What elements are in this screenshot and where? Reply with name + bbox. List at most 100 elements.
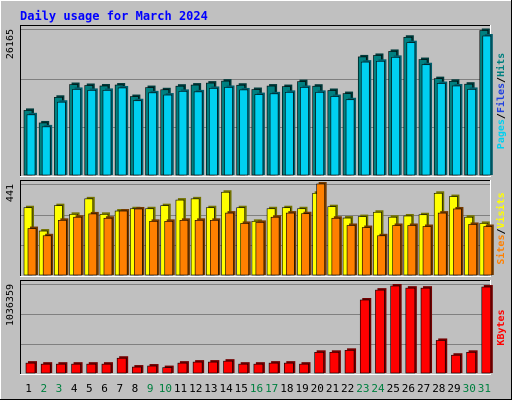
bar-kbytes-day-25 — [390, 285, 400, 374]
x-tick-label: 28 — [432, 382, 445, 395]
y-max-label: 441 — [5, 184, 16, 202]
x-tick-label: 14 — [219, 382, 233, 395]
legend: Pages/Files/Hits — [495, 53, 507, 149]
bar-kbytes-day-4 — [71, 363, 81, 374]
legend-separator: / — [496, 113, 507, 119]
bar-sites-day-25 — [392, 225, 401, 276]
bar-pages-day-3 — [57, 101, 66, 176]
bar-sites-day-24 — [377, 235, 386, 276]
series-kbytes — [25, 284, 493, 374]
bar-pages-day-5 — [87, 90, 97, 176]
bar-pages-day-26 — [406, 42, 416, 176]
bar-sites-day-8 — [134, 208, 143, 276]
bar-pages-day-6 — [102, 90, 112, 176]
bar-sites-day-23 — [361, 227, 371, 276]
plot-area — [20, 280, 491, 375]
legend-files: Files — [495, 83, 507, 113]
bar-kbytes-day-27 — [420, 287, 431, 374]
legend-visits: Visits — [495, 192, 507, 228]
bar-sites-day-26 — [407, 225, 417, 276]
legend: Sites/Visits — [495, 192, 507, 264]
series-sites — [27, 182, 494, 276]
bar-sites-day-13 — [210, 220, 219, 276]
bar-kbytes-day-17 — [268, 362, 279, 374]
bar-sites-day-20 — [316, 183, 325, 276]
x-tick-label: 3 — [56, 382, 63, 395]
bar-kbytes-day-20 — [314, 352, 324, 374]
bar-pages-day-10 — [163, 94, 173, 176]
bar-sites-day-30 — [468, 224, 477, 276]
x-tick-label: 21 — [326, 382, 339, 395]
x-tick-label: 1 — [25, 382, 32, 395]
bar-sites-day-2 — [42, 235, 52, 276]
legend-text: Sites/Visits — [495, 192, 507, 264]
bar-pages-day-15 — [239, 89, 249, 176]
bar-pages-day-29 — [452, 85, 461, 176]
bar-sites-day-6 — [103, 217, 113, 276]
x-tick-label: 26 — [402, 382, 415, 395]
bar-pages-day-18 — [284, 92, 294, 176]
bar-sites-day-5 — [88, 213, 98, 276]
x-tick-label: 25 — [387, 382, 400, 395]
bar-sites-day-10 — [164, 221, 174, 276]
bar-sites-day-27 — [422, 226, 432, 276]
bar-sites-day-18 — [285, 212, 295, 276]
y-max-label: 26165 — [5, 29, 16, 59]
legend-text: Pages/Files/Hits — [495, 53, 507, 149]
x-tick-label: 4 — [71, 382, 78, 395]
bar-kbytes-day-26 — [405, 287, 416, 374]
y-max-label: 1036359 — [5, 284, 16, 326]
chart-title: Daily usage for March 2024 — [20, 9, 208, 23]
x-tick-label: 12 — [189, 382, 202, 395]
x-tick-label: 17 — [265, 382, 278, 395]
bar-kbytes-day-16 — [253, 363, 264, 374]
x-tick-label: 30 — [463, 382, 476, 395]
bar-kbytes-day-18 — [283, 362, 294, 374]
bar-pages-day-7 — [117, 87, 127, 176]
x-tick-label: 29 — [447, 382, 460, 395]
bar-kbytes-day-9 — [147, 365, 157, 374]
bar-kbytes-day-5 — [86, 363, 97, 374]
bar-pages-day-31 — [482, 35, 492, 176]
bar-kbytes-day-23 — [359, 299, 370, 374]
bar-kbytes-day-19 — [299, 363, 309, 374]
bar-kbytes-day-11 — [177, 362, 188, 374]
x-tick-label: 10 — [159, 382, 172, 395]
panel-3: 1036359 KBytes — [5, 280, 507, 375]
x-tick-label: 22 — [341, 382, 354, 395]
legend-sites: Sites — [495, 235, 507, 265]
bar-sites-day-3 — [58, 220, 67, 276]
bar-pages-day-9 — [148, 92, 157, 176]
x-tick-label: 9 — [147, 382, 154, 395]
bar-sites-day-16 — [255, 222, 265, 276]
legend-text: KBytes — [496, 309, 507, 345]
bar-sites-day-19 — [301, 213, 310, 276]
x-tick-label: 13 — [204, 382, 217, 395]
bar-pages-day-23 — [360, 61, 370, 176]
bar-pages-day-12 — [193, 91, 203, 176]
bar-pages-day-24 — [376, 60, 385, 176]
bar-pages-day-27 — [421, 64, 431, 176]
x-tick-label: 23 — [356, 382, 369, 395]
bar-pages-day-2 — [41, 126, 51, 176]
legend-hits: Hits — [495, 53, 507, 77]
bar-sites-day-31 — [483, 226, 493, 276]
bar-kbytes-day-2 — [40, 363, 51, 374]
bar-pages-day-25 — [391, 57, 400, 176]
bar-sites-day-14 — [225, 212, 234, 276]
x-tick-label: 11 — [174, 382, 187, 395]
legend-pages: Pages — [496, 119, 507, 149]
bar-kbytes-day-1 — [25, 362, 36, 374]
bar-kbytes-day-8 — [132, 366, 142, 374]
series-pages — [26, 34, 493, 176]
bar-kbytes-day-31 — [481, 286, 492, 374]
bar-sites-day-4 — [73, 216, 82, 276]
x-tick-label: 24 — [371, 382, 385, 395]
bar-pages-day-17 — [269, 93, 279, 176]
legend-separator: / — [496, 228, 507, 234]
bar-pages-day-16 — [254, 94, 264, 176]
bar-pages-day-28 — [436, 83, 446, 176]
x-tick-label: 6 — [101, 382, 108, 395]
